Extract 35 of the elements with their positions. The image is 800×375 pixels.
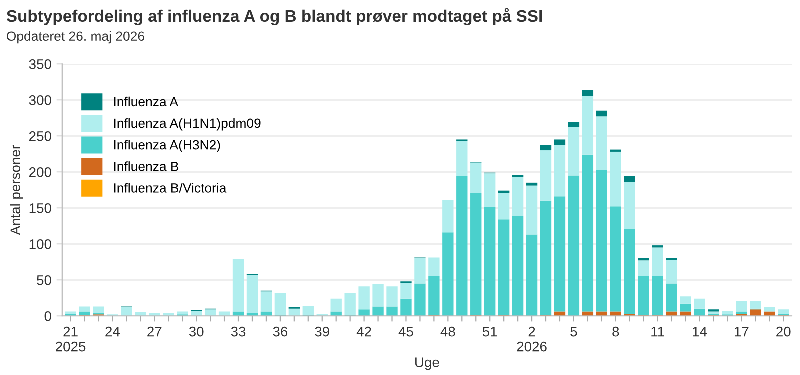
x-tick-label: 8 (612, 326, 620, 337)
x-tick-label: 45 (398, 327, 414, 337)
x-tick-label: 42 (356, 326, 372, 337)
y-tick-label: 200 (30, 167, 52, 178)
y-tick-label: 100 (30, 239, 52, 250)
x-tick-label: 30 (189, 326, 204, 337)
x-tick-label: 27 (148, 326, 162, 337)
y-tick-label: 0 (44, 311, 52, 322)
x-tick-label: 17 (735, 327, 749, 337)
y-axis-title: Antal personer (10, 145, 24, 236)
chart-subtitle: Opdateret 26. maj 2026 (7, 31, 144, 44)
chart-title: Subtypefordeling af influenza A og B blandt prøver modtaget på SSI (6, 8, 542, 26)
x-tick-label: 2 2026 (517, 326, 547, 352)
x-tick-label: 11 (652, 327, 664, 337)
x-tick-label: 39 (315, 326, 330, 337)
legend-label: Influenza B/Victoria (114, 183, 227, 193)
y-tick-label: 250 (30, 131, 52, 142)
y-tick-label: 350 (29, 59, 52, 70)
x-axis-title: Uge (416, 358, 440, 370)
y-tick-label: 50 (37, 275, 52, 286)
legend-label: Influenza A(H3N2) (114, 140, 220, 152)
x-tick-label: 36 (273, 326, 288, 337)
y-tick-label: 300 (29, 95, 52, 106)
x-tick-label: 48 (440, 326, 456, 337)
x-tick-label: 5 (570, 327, 578, 337)
x-tick-label: 51 (482, 327, 498, 337)
x-tick-label: 21 2025 (56, 326, 86, 352)
legend-label: Influenza A (114, 96, 179, 107)
x-tick-label: 14 (693, 327, 708, 337)
legend-label: Influenza B (114, 162, 179, 172)
y-tick-label: 150 (30, 203, 52, 214)
x-tick-label: 24 (106, 326, 120, 337)
x-tick-label: 20 (776, 326, 791, 337)
x-tick-label: 33 (231, 326, 246, 337)
legend-label: Influenza A(H1N1)pdm09 (114, 118, 261, 131)
